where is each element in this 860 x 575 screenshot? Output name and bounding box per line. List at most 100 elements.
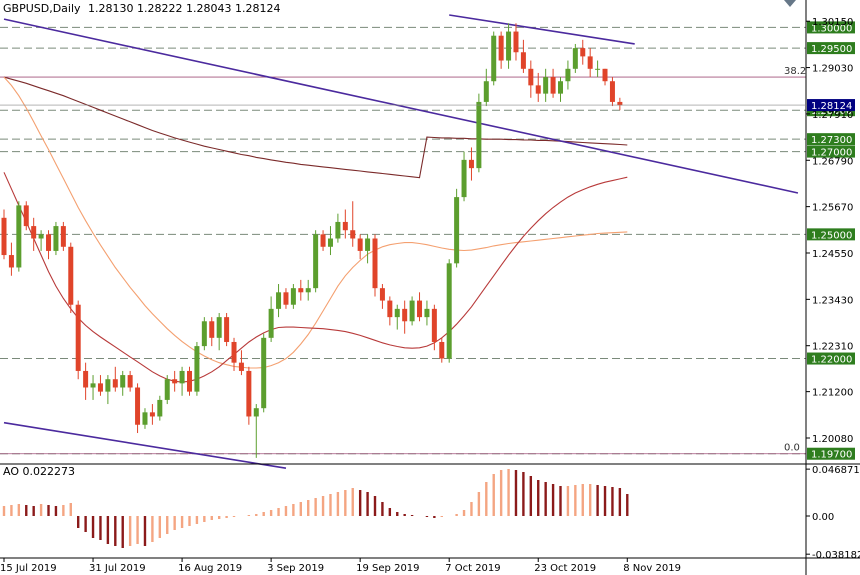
price-tick-label: 1.22310 (812, 342, 853, 353)
level-label: 1.28000 (811, 106, 852, 117)
candle-body (23, 205, 29, 227)
candle-body (16, 205, 22, 268)
candle-body (238, 362, 244, 371)
candle-body (187, 370, 192, 392)
candle-body (491, 35, 497, 82)
price-tick-label: 1.23430 (812, 295, 853, 306)
current-price-label: 1.28124 (811, 101, 852, 112)
candle-body (535, 85, 541, 94)
candle-body (276, 292, 282, 309)
candle-body (53, 226, 59, 251)
candle-body (231, 341, 237, 363)
candle-body (528, 68, 534, 86)
price-tick-label: 1.26790 (812, 156, 853, 167)
level-label-bg (807, 21, 855, 34)
candle-body (157, 399, 163, 417)
candle-body (31, 226, 37, 239)
fib-label: 38.2 (784, 66, 806, 77)
level-label: 1.25000 (811, 230, 852, 241)
candle-body (327, 238, 333, 247)
candle-body (550, 77, 556, 94)
candle-body (379, 288, 385, 301)
candle-body (587, 56, 593, 69)
level-label: 1.27300 (811, 135, 852, 146)
candle-body (417, 300, 423, 318)
ma-mid-line (3, 172, 628, 383)
trendlines (3, 14, 799, 469)
date-tick-label: 16 Aug 2019 (178, 563, 242, 574)
date-tick-label: 19 Sep 2019 (356, 563, 419, 574)
candle-body (172, 379, 178, 384)
candle-body (439, 341, 445, 359)
candle-body (194, 346, 200, 392)
candle-body (513, 31, 519, 53)
level-label-bg (807, 228, 855, 241)
ao-tick-label: 0.00 (812, 512, 834, 523)
candle-body (149, 412, 155, 417)
candle-body (283, 292, 289, 305)
price-tick-label: 1.24550 (812, 249, 853, 260)
level-label-bg (807, 133, 855, 146)
candle-body (209, 321, 215, 338)
level-label: 1.19700 (811, 450, 852, 461)
candle-body (335, 221, 341, 239)
candle-body (431, 308, 437, 342)
price-tick-label: 1.30150 (812, 17, 853, 28)
candle-body (520, 52, 526, 69)
level-label-bg (807, 145, 855, 158)
ma-fast-line (3, 76, 628, 369)
candle-body (97, 383, 103, 392)
candle-body (120, 375, 126, 388)
candle-body (580, 48, 586, 57)
candle-body (164, 379, 170, 400)
candle-body (75, 304, 81, 371)
candle-body (565, 68, 571, 82)
trendline[interactable] (3, 18, 799, 194)
candle-body (68, 246, 74, 305)
price-tick-label: 1.27910 (812, 110, 853, 121)
date-tick-label: 7 Oct 2019 (445, 563, 500, 574)
level-label: 1.22000 (811, 355, 852, 366)
candle-body (38, 234, 44, 239)
candle-body (105, 379, 111, 392)
price-tick-label: 1.20080 (812, 434, 853, 445)
trendline[interactable] (449, 14, 635, 45)
price-tick-label: 1.21200 (812, 388, 853, 399)
scroll-marker-icon[interactable] (784, 0, 796, 7)
candle-body (365, 238, 371, 251)
candle-body (394, 308, 400, 318)
price-tick-label: 1.29030 (812, 64, 853, 75)
ao-panel: 0.046871 0.00 -0.038182 (2, 465, 860, 561)
fib-label: 0.0 (784, 443, 800, 454)
level-label: 1.30000 (811, 23, 852, 34)
date-tick-label: 31 Jul 2019 (89, 563, 146, 574)
price-tick-label: 1.25670 (812, 203, 853, 214)
candle-body (135, 387, 141, 425)
trendline[interactable] (3, 421, 287, 469)
candle-body (558, 81, 563, 94)
candle-body (179, 370, 185, 384)
candle-body (298, 288, 304, 293)
date-tick-label: 15 Jul 2019 (0, 563, 57, 574)
candle-body (461, 159, 467, 198)
candle-body (127, 375, 133, 388)
candle-body (595, 68, 601, 70)
candle-body (409, 300, 415, 322)
candle-body (342, 221, 348, 231)
candle-body (372, 238, 378, 289)
candle-body (424, 308, 430, 318)
candle-body (8, 255, 14, 268)
candle-body (46, 234, 52, 251)
date-axis: 15 Jul 2019 31 Jul 2019 16 Aug 2019 3 Sep 2… (0, 558, 681, 574)
candle-body (454, 197, 460, 264)
candle-body (357, 238, 363, 251)
candle-body (402, 308, 408, 322)
candle-body (83, 370, 89, 388)
candle-body (602, 68, 608, 82)
candle-body (468, 159, 474, 169)
moving-averages (3, 76, 628, 383)
level-label-bg (807, 352, 855, 365)
candle-body (1, 217, 7, 256)
candle-body (350, 230, 356, 239)
